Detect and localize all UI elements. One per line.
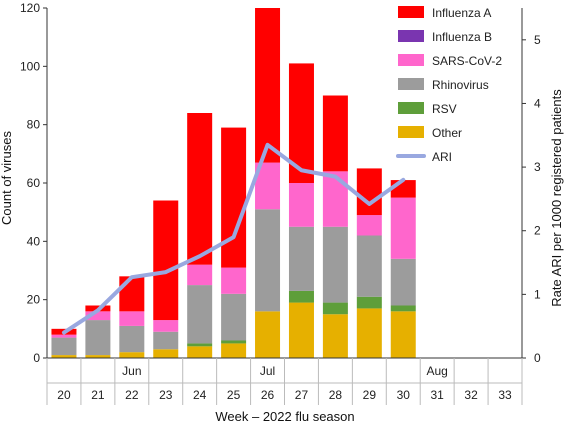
x-tick-label: 32: [464, 388, 478, 402]
y2-tick-label: 4: [534, 96, 541, 110]
bar-rhinovirus-week-27: [288, 226, 314, 291]
y2-tick-label: 0: [534, 351, 541, 365]
bar-rhinovirus-week-28: [322, 226, 348, 303]
y-tick-label: 80: [27, 118, 41, 132]
y2-tick-label: 2: [534, 224, 541, 238]
y-tick-label: 20: [27, 293, 41, 307]
bar-sars-cov-2-week-30: [390, 197, 416, 259]
legend-swatch-sars-cov-2: [398, 54, 424, 66]
x-tick-label: 28: [329, 388, 343, 402]
x-tick-label: 25: [227, 388, 241, 402]
x-axis-title: Week – 2022 flu season: [215, 409, 354, 424]
legend-label-other: Other: [432, 126, 462, 140]
y2-tick-label: 3: [534, 160, 541, 174]
bar-rhinovirus-week-23: [153, 331, 179, 350]
legend-label-influenza-b: Influenza B: [432, 30, 492, 44]
month-label-jun: Jun: [122, 364, 141, 378]
legend-label-rhinovirus: Rhinovirus: [432, 78, 489, 92]
bar-sars-cov-2-week-24: [187, 264, 213, 286]
y-tick-label: 60: [27, 176, 41, 190]
bar-sars-cov-2-week-22: [119, 311, 145, 326]
month-label-jul: Jul: [260, 364, 275, 378]
y2-tick-label: 1: [534, 287, 541, 301]
y2-axis-title: Rate ARI per 1000 registered patients: [549, 89, 564, 307]
x-tick-label: 21: [91, 388, 105, 402]
y-tick-label: 120: [20, 1, 40, 15]
bar-other-week-20: [51, 355, 77, 358]
bar-influenza-a-week-29: [356, 168, 382, 216]
x-tick-label: 33: [498, 388, 512, 402]
bar-other-week-26: [255, 311, 281, 358]
bar-rhinovirus-week-24: [187, 285, 213, 344]
bar-influenza-a-week-28: [322, 95, 348, 172]
bar-other-week-24: [187, 346, 213, 358]
bar-rhinovirus-week-20: [51, 337, 77, 356]
bar-rsv-week-28: [322, 302, 348, 315]
legend-swatch-influenza-a: [398, 6, 424, 18]
bar-other-week-30: [390, 311, 416, 358]
bar-influenza-a-week-22: [119, 276, 145, 312]
bar-rsv-week-27: [288, 290, 314, 303]
legend: Influenza A Influenza B SARS-CoV-2 Rhinovir…: [396, 6, 502, 164]
bar-sars-cov-2-week-28: [322, 171, 348, 227]
ari-line-layer: [61, 142, 406, 335]
bar-rhinovirus-week-26: [255, 209, 281, 312]
bar-sars-cov-2-week-21: [85, 311, 111, 321]
bar-influenza-a-week-26: [255, 8, 281, 163]
bar-other-week-27: [288, 302, 314, 358]
legend-swatch-rhinovirus: [398, 78, 424, 90]
legend-label-influenza-a: Influenza A: [432, 6, 491, 20]
bar-other-week-23: [153, 349, 179, 358]
bar-other-week-25: [221, 343, 247, 358]
y-axis-title: Count of viruses: [0, 131, 14, 225]
bar-sars-cov-2-week-23: [153, 320, 179, 332]
bar-rhinovirus-week-22: [119, 325, 145, 353]
legend-swatch-influenza-b: [398, 30, 424, 42]
bar-rhinovirus-week-21: [85, 320, 111, 356]
x-tick-label: 23: [159, 388, 173, 402]
bar-rhinovirus-week-29: [356, 235, 382, 297]
bars-layer: [51, 8, 416, 358]
y-tick-label: 40: [27, 234, 41, 248]
bar-rsv-week-30: [390, 305, 416, 312]
x-tick-label: 22: [125, 388, 139, 402]
x-tick-label: 29: [363, 388, 377, 402]
bar-rsv-week-25: [221, 340, 247, 344]
bar-rhinovirus-week-30: [390, 258, 416, 306]
x-tick-label: 30: [397, 388, 411, 402]
bar-influenza-a-week-30: [390, 180, 416, 198]
bar-rsv-week-29: [356, 296, 382, 309]
y2-tick-label: 5: [534, 33, 541, 47]
x-tick-label: 24: [193, 388, 207, 402]
bar-sars-cov-2-week-29: [356, 215, 382, 236]
x-tick-label: 27: [295, 388, 309, 402]
x-tick-label: 20: [57, 388, 71, 402]
bar-other-week-21: [85, 355, 111, 358]
legend-label-sars-cov-2: SARS-CoV-2: [432, 54, 502, 68]
bar-influenza-a-week-24: [187, 113, 213, 265]
legend-label-ari: ARI: [432, 150, 452, 164]
legend-swatch-rsv: [398, 102, 424, 114]
x-tick-label: 26: [261, 388, 275, 402]
y-tick-label: 0: [33, 351, 40, 365]
bar-influenza-a-week-23: [153, 200, 179, 321]
ari-line: [61, 142, 406, 335]
bar-other-week-22: [119, 352, 145, 358]
bar-sars-cov-2-week-27: [288, 183, 314, 227]
month-label-aug: Aug: [426, 364, 447, 378]
bar-rhinovirus-week-25: [221, 293, 247, 341]
legend-label-rsv: RSV: [432, 102, 457, 116]
bar-rsv-week-24: [187, 343, 213, 347]
bar-sars-cov-2-week-25: [221, 267, 247, 294]
bar-other-week-28: [322, 314, 348, 358]
y-tick-label: 100: [20, 59, 40, 73]
bar-other-week-29: [356, 308, 382, 358]
bar-sars-cov-2-week-20: [51, 334, 77, 338]
x-tick-label: 31: [430, 388, 444, 402]
legend-swatch-other: [398, 126, 424, 138]
bar-influenza-a-week-25: [221, 127, 247, 268]
